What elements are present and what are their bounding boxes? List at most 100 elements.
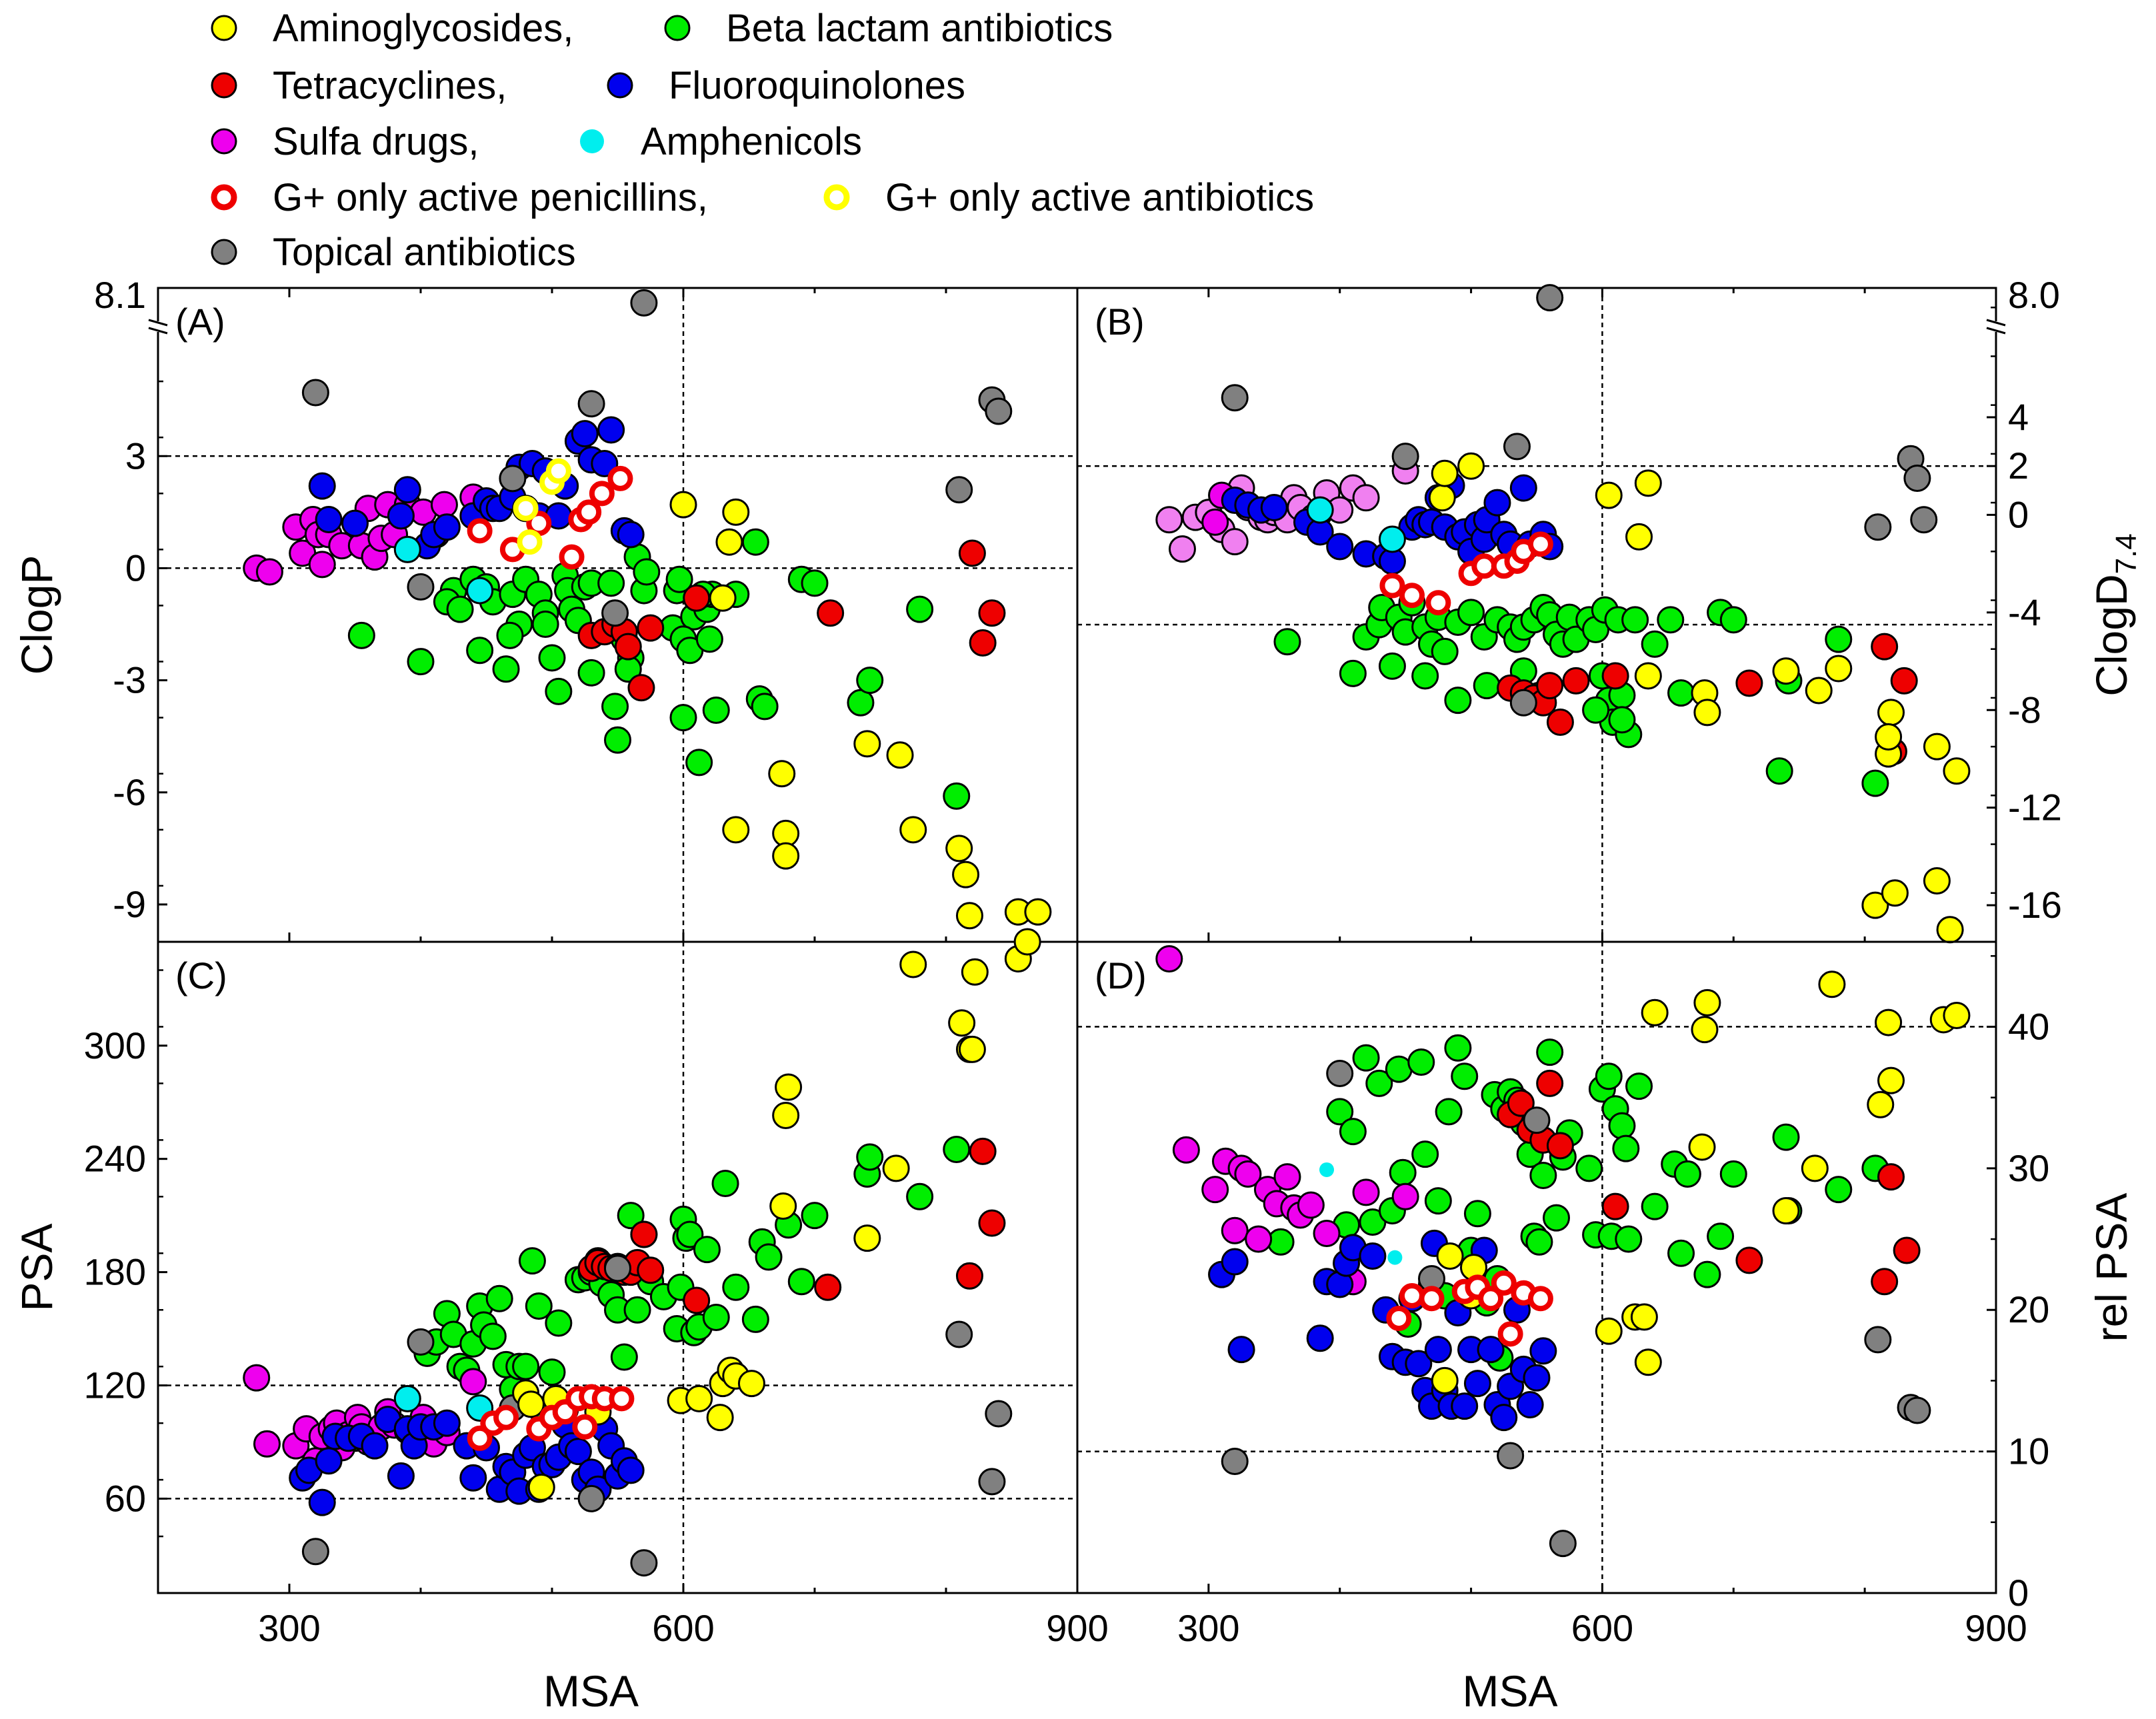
legend-marker-fluoro: [607, 72, 633, 99]
data-point-tetra: [1546, 1132, 1574, 1160]
legend-label-amino: Aminoglycosides,: [273, 7, 573, 50]
data-point-tetra: [614, 633, 642, 661]
data-point-tetra: [1890, 667, 1918, 695]
data-point-topical: [945, 476, 973, 504]
data-point-tetra: [1536, 672, 1564, 700]
data-point-topical: [978, 1468, 1006, 1496]
y-tick-label: 40: [2008, 1005, 2049, 1047]
data-point-beta: [1625, 1072, 1653, 1100]
data-point-beta: [1339, 659, 1367, 687]
data-point-amino: [1936, 916, 1964, 944]
y-tick-label: 180: [84, 1251, 146, 1293]
data-point-sulfa: [1313, 1220, 1341, 1248]
data-point-amino: [1861, 891, 1889, 919]
data-point-beta: [1612, 1134, 1640, 1162]
data-point-amino: [685, 1384, 713, 1412]
data-point-fluoro: [387, 1462, 415, 1490]
data-point-amino: [948, 1009, 976, 1037]
data-point-tetra: [958, 539, 986, 567]
data-point-beta: [1621, 606, 1649, 634]
data-point-beta: [1352, 1044, 1380, 1072]
data-point-tetra: [817, 599, 845, 627]
data-point-beta: [1543, 1204, 1571, 1232]
data-point-fluoro: [1483, 489, 1511, 517]
data-point-tetra: [955, 1262, 983, 1290]
panel-label: (C): [175, 954, 227, 996]
data-point-tetra: [978, 1209, 1006, 1237]
data-point-beta: [801, 1202, 829, 1230]
data-point-amino: [1875, 1008, 1903, 1036]
data-point-beta: [711, 1169, 739, 1197]
data-point-beta: [610, 1343, 638, 1371]
data-point-amino: [886, 741, 914, 769]
data-point-sulfa: [1352, 1178, 1380, 1206]
data-point-beta: [545, 677, 573, 705]
data-point-tetra: [1562, 667, 1590, 695]
data-point-gant: [513, 495, 539, 521]
data-point-tetra: [1871, 633, 1899, 661]
data-point-gpen: [572, 1414, 598, 1440]
data-point-tetra: [969, 1137, 997, 1165]
data-point-amino: [1943, 757, 1971, 785]
legend-label-amph: Amphenicols: [641, 120, 862, 163]
data-point-fluoro: [361, 1432, 389, 1460]
x-tick-label: 600: [652, 1607, 714, 1649]
legend-marker-tetra: [211, 72, 237, 99]
data-point-fluoro: [315, 1447, 343, 1475]
data-point-sulfa: [1155, 944, 1183, 972]
data-point-beta: [1657, 606, 1685, 634]
data-point-beta: [1615, 1225, 1643, 1253]
data-point-beta: [347, 621, 375, 649]
data-point-amino: [1625, 523, 1653, 551]
data-point-beta: [531, 611, 559, 639]
axis-break-mark: [148, 319, 168, 327]
data-point-topical: [1326, 1060, 1354, 1088]
axis-break-mark: [148, 327, 168, 335]
data-point-topical: [1391, 443, 1419, 471]
data-point-beta: [1673, 1160, 1701, 1188]
data-point-fluoro: [315, 506, 343, 534]
data-point-amino: [958, 1035, 986, 1063]
y-tick-label: -9: [113, 883, 146, 925]
data-point-topical: [407, 1328, 435, 1356]
data-point-amino: [768, 760, 796, 788]
y-tick-label: 120: [84, 1364, 146, 1406]
data-point-gpen: [576, 499, 602, 525]
data-point-amino: [722, 816, 750, 844]
y-tick-label: 30: [2008, 1147, 2049, 1189]
data-point-tetra: [683, 584, 711, 612]
data-point-beta: [485, 1284, 513, 1312]
data-point-beta: [518, 1247, 546, 1275]
data-point-beta: [702, 696, 730, 724]
data-point-amph: [466, 577, 494, 605]
data-point-beta: [755, 1243, 783, 1271]
data-point-amino: [1595, 481, 1623, 509]
x-axis-label: MSA: [543, 1666, 639, 1716]
data-point-beta: [741, 528, 769, 556]
data-point-amino: [1641, 998, 1669, 1026]
data-point-beta: [1575, 1154, 1603, 1182]
data-point-sulfa: [1391, 1182, 1419, 1210]
data-point-amino: [1943, 1001, 1971, 1029]
legend-marker-gpen: [211, 184, 237, 211]
x-tick-label: 900: [1046, 1607, 1108, 1649]
data-point-amino: [1634, 469, 1662, 497]
data-point-beta: [693, 1236, 721, 1264]
data-point-topical: [301, 1538, 329, 1566]
data-point-amino: [1923, 866, 1951, 894]
data-point-amino: [1595, 1317, 1623, 1345]
legend-marker-gant: [823, 184, 850, 211]
data-point-topical: [577, 390, 605, 418]
data-point-gpen: [559, 544, 585, 570]
data-point-amino: [1877, 1066, 1905, 1094]
data-point-amino: [1691, 1016, 1719, 1044]
panel-C: (C) 60 120 180 240 300 300 600 900 MSA PSA: [12, 928, 1109, 1716]
data-point-amino: [737, 1370, 765, 1398]
data-point-amino: [669, 491, 697, 519]
data-point-amph: [1306, 496, 1334, 524]
data-point-gpen: [1419, 1286, 1445, 1312]
data-point-beta: [1339, 1118, 1367, 1146]
data-point-topical: [1497, 1442, 1525, 1470]
data-point-fluoro: [1227, 1336, 1255, 1364]
data-point-amino: [899, 816, 927, 844]
